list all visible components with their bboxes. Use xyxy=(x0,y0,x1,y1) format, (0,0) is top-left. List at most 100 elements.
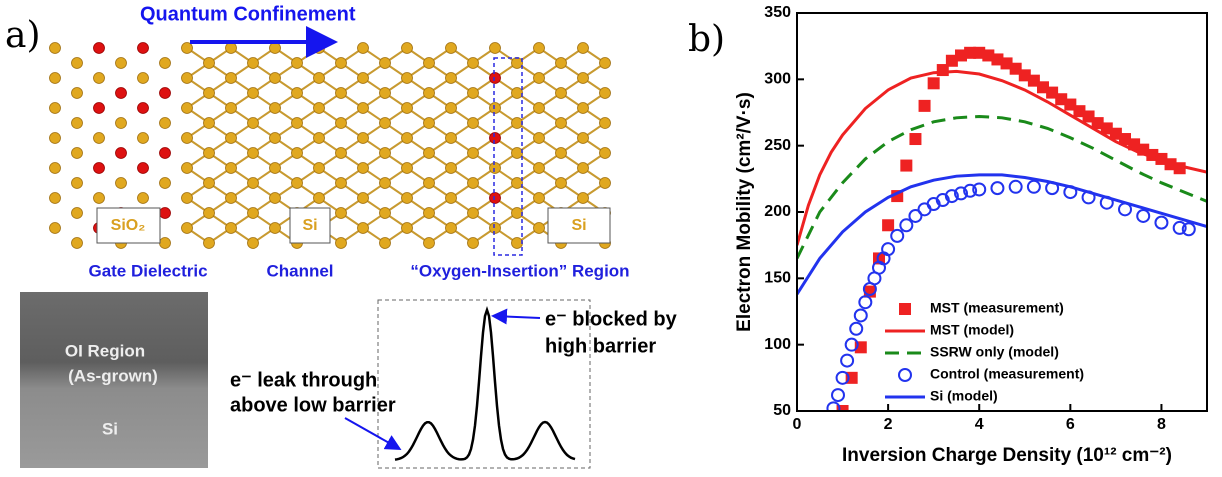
atom xyxy=(314,43,325,54)
marker xyxy=(1155,217,1167,229)
atom xyxy=(600,118,611,129)
atom xyxy=(534,193,545,204)
atom xyxy=(446,163,457,174)
atom xyxy=(336,58,347,69)
atom xyxy=(600,88,611,99)
atom xyxy=(72,148,83,159)
atom xyxy=(490,223,501,234)
atom xyxy=(358,193,369,204)
atom xyxy=(204,178,215,189)
marker xyxy=(900,160,912,172)
atom xyxy=(270,133,281,144)
legend-label: Si (model) xyxy=(930,388,998,404)
marker xyxy=(1137,210,1149,222)
atom xyxy=(424,208,435,219)
x-axis-label: Inversion Charge Density (10¹² cm⁻²) xyxy=(842,445,1172,466)
atom xyxy=(512,178,523,189)
atom xyxy=(402,43,413,54)
atom xyxy=(512,148,523,159)
atom xyxy=(336,88,347,99)
atom xyxy=(468,118,479,129)
atom xyxy=(226,73,237,84)
atom xyxy=(512,88,523,99)
atom xyxy=(226,43,237,54)
atom xyxy=(292,118,303,129)
atom xyxy=(182,163,193,174)
atom xyxy=(380,178,391,189)
panel-label: b) xyxy=(688,19,725,60)
annotation: e⁻ blocked by xyxy=(545,308,678,330)
atom xyxy=(116,88,127,99)
atom xyxy=(182,133,193,144)
annotation: e⁻ leak through xyxy=(230,369,377,391)
atom xyxy=(72,238,83,249)
plot-area xyxy=(797,47,1207,417)
y-tick-label: 300 xyxy=(764,71,791,88)
atom xyxy=(314,133,325,144)
marker xyxy=(919,100,931,112)
y-tick-label: 350 xyxy=(764,4,791,21)
atom xyxy=(182,73,193,84)
atom xyxy=(94,193,105,204)
marker xyxy=(928,77,940,89)
atom xyxy=(204,58,215,69)
arrow-label: Quantum Confinement xyxy=(140,3,356,25)
atom xyxy=(94,133,105,144)
atom xyxy=(534,73,545,84)
atom xyxy=(182,223,193,234)
atom xyxy=(534,43,545,54)
marker xyxy=(991,182,1003,194)
atom xyxy=(94,163,105,174)
atom xyxy=(578,103,589,114)
atom xyxy=(490,73,501,84)
legend-marker xyxy=(899,303,911,315)
atom xyxy=(248,118,259,129)
atom xyxy=(72,58,83,69)
y-axis-label: Electron Mobility (cm²/V·s) xyxy=(734,92,755,332)
tem-label: (As-grown) xyxy=(68,366,158,385)
atom xyxy=(380,58,391,69)
marker xyxy=(891,230,903,242)
legend-label: MST (model) xyxy=(930,322,1014,338)
atom xyxy=(424,118,435,129)
atom xyxy=(380,148,391,159)
atom xyxy=(446,223,457,234)
annotation: high barrier xyxy=(545,335,656,357)
box-label: Si xyxy=(302,217,317,234)
atom xyxy=(424,58,435,69)
panel-label: a) xyxy=(5,15,41,56)
atom xyxy=(292,178,303,189)
atom xyxy=(226,223,237,234)
atom xyxy=(72,208,83,219)
atom xyxy=(556,58,567,69)
atom xyxy=(336,208,347,219)
atom xyxy=(270,193,281,204)
marker xyxy=(850,323,862,335)
annotation-arrow xyxy=(495,316,540,318)
atom xyxy=(446,103,457,114)
atom xyxy=(248,238,259,249)
atom xyxy=(226,133,237,144)
atom xyxy=(204,238,215,249)
atom xyxy=(534,133,545,144)
region-label: Channel xyxy=(266,261,333,280)
tem-label: Si xyxy=(102,419,118,438)
y-tick-label: 250 xyxy=(764,137,791,154)
atom xyxy=(358,73,369,84)
annotation-arrow xyxy=(345,418,398,448)
atom xyxy=(556,148,567,159)
annotation: above low barrier xyxy=(230,394,396,416)
atom xyxy=(512,238,523,249)
atom xyxy=(600,58,611,69)
atom xyxy=(578,133,589,144)
atom xyxy=(314,163,325,174)
atom xyxy=(182,103,193,114)
atom xyxy=(424,88,435,99)
atom xyxy=(380,238,391,249)
atom xyxy=(358,103,369,114)
atom xyxy=(336,238,347,249)
atom xyxy=(72,178,83,189)
atom xyxy=(50,193,61,204)
atom xyxy=(380,118,391,129)
